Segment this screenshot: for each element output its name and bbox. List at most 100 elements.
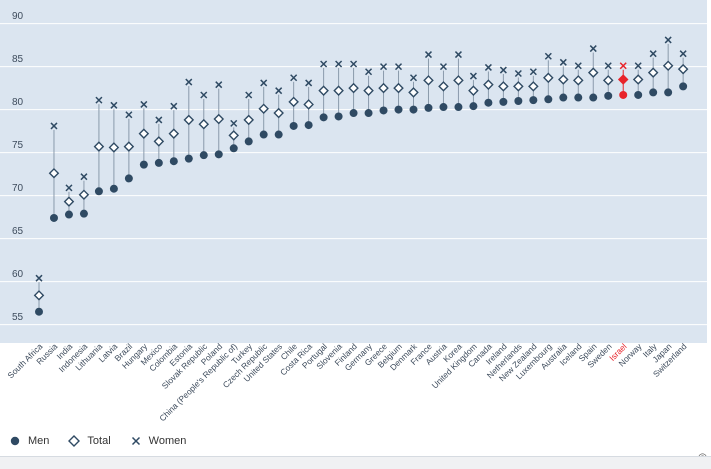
men-point [199, 151, 208, 160]
men-point [649, 88, 658, 97]
y-tick-label-60: 60 [12, 269, 24, 280]
legend-item-total[interactable]: Total [67, 434, 111, 448]
men-point [274, 130, 283, 139]
men-point [169, 157, 178, 166]
women-point [439, 63, 447, 71]
men-point [259, 130, 268, 139]
total-point [647, 67, 659, 78]
total-point [632, 74, 644, 85]
gridlines [0, 23, 707, 326]
women-point [574, 62, 582, 70]
legend: Men Total Women [8, 433, 204, 449]
y-axis-ticks: 55 60 65 70 75 80 85 90 [12, 11, 24, 323]
women-point [275, 87, 283, 95]
women-point [95, 96, 103, 104]
men-point [574, 93, 583, 102]
total-point [33, 290, 45, 301]
total-point [498, 81, 509, 92]
bottom-panel-strip [0, 456, 711, 469]
total-point [303, 99, 314, 110]
legend-item-men[interactable]: Men [8, 434, 49, 448]
women-point [514, 69, 522, 78]
y-tick-label-70: 70 [12, 183, 24, 194]
diamond-marker-icon [68, 435, 81, 447]
women-point [454, 51, 462, 59]
total-point [183, 114, 195, 126]
men-point [379, 106, 388, 115]
men-point [184, 154, 193, 163]
total-point [48, 167, 60, 179]
women-point [50, 122, 58, 130]
women-point [589, 45, 597, 53]
total-point [243, 114, 255, 126]
men-point [49, 213, 58, 222]
men-point [304, 121, 313, 130]
women-point [35, 274, 43, 282]
total-point [408, 87, 419, 98]
men-point [559, 93, 568, 102]
total-point [423, 75, 434, 86]
total-point [483, 79, 494, 90]
total-point [543, 72, 554, 84]
legend-label-total: Total [87, 435, 111, 447]
total-point [617, 74, 629, 85]
women-point [664, 36, 672, 44]
total-point [213, 113, 225, 125]
men-point [409, 105, 418, 114]
men-point [634, 90, 643, 99]
total-point [528, 81, 539, 92]
plot-area [0, 0, 707, 343]
men-point [109, 184, 118, 193]
total-point [198, 118, 210, 130]
men-point [349, 109, 358, 118]
total-point [93, 141, 105, 152]
men-point [604, 91, 613, 100]
legend-label-women: Women [148, 435, 187, 447]
women-point [559, 58, 567, 66]
men-point [244, 137, 253, 146]
men-point [94, 187, 103, 196]
total-point [587, 67, 599, 78]
total-point [138, 128, 150, 139]
men-point [664, 88, 673, 97]
y-tick-label-55: 55 [12, 312, 24, 323]
men-point [289, 121, 298, 130]
women-point [155, 116, 163, 124]
total-point [78, 189, 90, 201]
women-point [140, 100, 148, 108]
men-point [214, 150, 223, 159]
total-point [168, 128, 180, 139]
y-tick-label-90: 90 [12, 11, 24, 22]
women-point [170, 102, 178, 110]
total-point [513, 81, 524, 92]
total-point [558, 74, 569, 85]
women-point [245, 91, 253, 99]
data-marks [33, 36, 689, 316]
men-point [619, 90, 628, 99]
total-point [288, 96, 299, 108]
total-point [572, 75, 584, 86]
total-point [677, 63, 689, 75]
men-point [439, 103, 448, 112]
total-point [453, 75, 464, 86]
women-point [290, 74, 298, 82]
men-point [364, 109, 373, 118]
men-point [64, 210, 73, 219]
legend-item-women[interactable]: Women [129, 434, 187, 448]
y-tick-label-75: 75 [12, 140, 24, 151]
men-point [514, 97, 523, 105]
total-point [468, 85, 479, 96]
men-point [454, 103, 463, 112]
total-point [378, 82, 389, 94]
total-point [348, 82, 359, 94]
total-point [662, 60, 674, 72]
men-point [139, 160, 148, 169]
total-point [228, 130, 240, 141]
cross-marker-icon [131, 436, 140, 446]
women-point [230, 119, 238, 127]
women-point [80, 173, 88, 181]
women-point [260, 79, 268, 87]
women-point [350, 60, 358, 68]
men-point [679, 82, 688, 91]
total-point [363, 85, 374, 96]
